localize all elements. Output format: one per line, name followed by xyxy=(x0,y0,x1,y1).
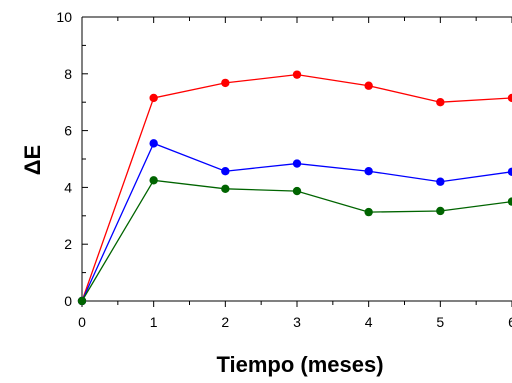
y-tick-label: 10 xyxy=(56,9,72,25)
data-point-series-2 xyxy=(221,184,230,194)
x-tick-label: 6 xyxy=(508,314,512,330)
data-point-series-2 xyxy=(364,207,373,217)
series-layer xyxy=(77,70,512,306)
y-tick-label: 0 xyxy=(64,293,72,309)
x-tick-label: 4 xyxy=(365,314,373,330)
data-point-series-0 xyxy=(149,93,158,103)
data-point-series-0 xyxy=(436,98,445,107)
data-point-series-1 xyxy=(221,167,230,176)
data-point-series-0 xyxy=(364,81,373,90)
data-point-series-2 xyxy=(507,197,512,206)
data-point-series-1 xyxy=(292,159,302,168)
data-point-series-0 xyxy=(292,70,302,79)
x-tick-label: 3 xyxy=(293,314,301,330)
y-axis-title: ΔE xyxy=(20,145,45,176)
y-tick-label: 8 xyxy=(64,66,72,82)
x-tick-label: 2 xyxy=(221,314,229,330)
data-point-series-0 xyxy=(507,93,512,103)
y-tick-label: 4 xyxy=(64,179,72,195)
tick-labels: 0 1 2 3 4 5 6 0 2 4 6 8 10 xyxy=(56,9,512,330)
x-tick-label: 1 xyxy=(150,314,158,330)
data-point-series-2 xyxy=(292,186,302,196)
data-point-series-0 xyxy=(221,78,230,88)
series-line-2 xyxy=(81,179,512,302)
data-point-series-1 xyxy=(149,139,158,148)
data-point-series-2 xyxy=(77,296,87,306)
data-point-series-2 xyxy=(436,206,445,216)
y-tick-label: 6 xyxy=(64,123,72,139)
data-point-series-1 xyxy=(364,167,373,176)
data-point-series-2 xyxy=(149,176,158,185)
data-point-series-1 xyxy=(436,177,445,186)
x-tick-label: 5 xyxy=(436,314,444,330)
x-axis-title: Tiempo (meses) xyxy=(216,352,383,377)
plot-area xyxy=(81,16,512,307)
data-point-series-1 xyxy=(507,167,512,176)
x-tick-label: 0 xyxy=(78,314,86,330)
y-tick-label: 2 xyxy=(64,236,72,252)
